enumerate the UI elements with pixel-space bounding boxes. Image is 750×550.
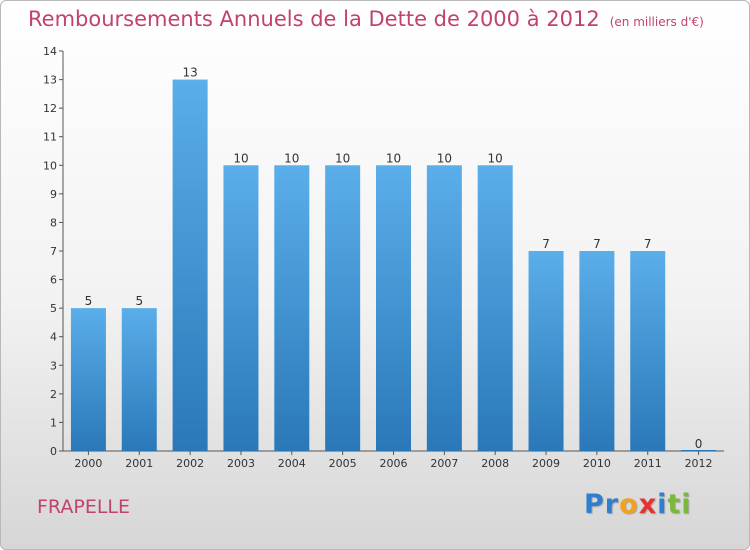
bar-value-label: 5: [85, 294, 93, 308]
y-tick-label: 11: [43, 131, 57, 144]
logo-letter: o: [619, 489, 639, 520]
bar-value-label: 7: [593, 237, 601, 251]
logo-letter: t: [667, 489, 682, 520]
y-tick-label: 2: [50, 388, 57, 401]
x-tick-label: 2009: [532, 457, 560, 470]
bar: [172, 79, 208, 452]
bar: [274, 165, 310, 452]
chart-title-text: Remboursements Annuels de la Dette de 20…: [28, 7, 600, 31]
bar-value-label: 10: [488, 151, 503, 165]
x-tick-label: 2008: [481, 457, 509, 470]
proxiti-logo: Proxiti: [584, 489, 692, 520]
y-tick-label: 13: [43, 74, 57, 87]
y-tick-label: 12: [43, 102, 57, 115]
bar-value-label: 10: [233, 151, 248, 165]
bar: [528, 251, 564, 451]
x-tick-label: 2000: [74, 457, 102, 470]
y-tick-label: 8: [50, 216, 57, 229]
x-tick-label: 2006: [380, 457, 408, 470]
x-tick-label: 2002: [176, 457, 204, 470]
bar-value-label: 7: [542, 237, 550, 251]
bar: [121, 308, 157, 451]
y-tick-label: 4: [50, 331, 57, 344]
y-tick-label: 7: [50, 245, 57, 258]
x-tick-label: 2007: [430, 457, 458, 470]
x-tick-label: 2004: [278, 457, 306, 470]
bar-value-label: 7: [644, 237, 652, 251]
y-tick-label: 1: [50, 416, 57, 429]
bar: [477, 165, 513, 452]
logo-letter: x: [638, 489, 658, 520]
bar-value-label: 10: [437, 151, 452, 165]
bar-value-label: 10: [386, 151, 401, 165]
x-tick-label: 2010: [583, 457, 611, 470]
logo-letter: P: [584, 489, 605, 520]
bar-value-label: 5: [135, 294, 143, 308]
x-tick-label: 2005: [329, 457, 357, 470]
bar-value-label: 10: [284, 151, 299, 165]
logo-letter: r: [604, 489, 620, 520]
x-tick-label: 2012: [685, 457, 713, 470]
y-tick-label: 5: [50, 302, 57, 315]
chart-unit-note: (en milliers d'€): [609, 15, 704, 29]
chart-title: Remboursements Annuels de la Dette de 20…: [28, 7, 704, 31]
x-tick-label: 2001: [125, 457, 153, 470]
bar: [376, 165, 411, 452]
bar: [426, 165, 462, 452]
bar: [579, 251, 615, 451]
x-tick-label: 2011: [634, 457, 662, 470]
bar: [223, 165, 259, 452]
y-tick-label: 0: [50, 445, 57, 458]
bar-value-label: 10: [335, 151, 350, 165]
y-tick-label: 6: [50, 274, 57, 287]
bar-value-label: 0: [695, 437, 703, 451]
y-tick-label: 14: [43, 45, 57, 58]
x-tick-label: 2003: [227, 457, 255, 470]
y-tick-label: 10: [43, 159, 57, 172]
commune-name: FRAPELLE: [37, 496, 130, 518]
bar: [70, 308, 106, 451]
bar-value-label: 13: [182, 66, 197, 80]
y-tick-label: 3: [50, 359, 57, 372]
y-tick-label: 9: [50, 188, 57, 201]
bar: [630, 251, 666, 451]
logo-letter: i: [657, 489, 668, 520]
bar: [325, 165, 361, 452]
logo-letter: i: [681, 489, 692, 520]
